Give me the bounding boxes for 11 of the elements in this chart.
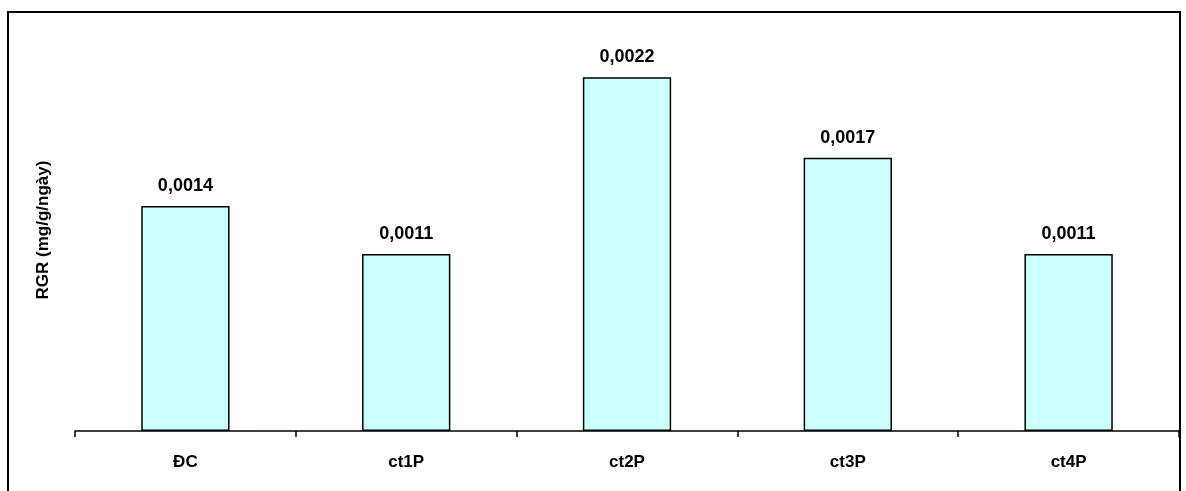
x-tick-label: ct4P (1050, 452, 1087, 471)
x-tick-label: ct2P (609, 452, 645, 471)
x-tick-label: ĐC (173, 452, 198, 471)
x-tick-label: ct3P (829, 452, 866, 471)
x-tick-label: ct1P (388, 452, 425, 471)
y-axis-title: RGR (mg/g/ngày) (33, 160, 52, 300)
data-label: 0,0011 (379, 223, 434, 244)
data-label: 0,0022 (599, 46, 655, 67)
data-label: 0,0017 (820, 126, 876, 147)
data-label: 0,0014 (157, 174, 213, 195)
data-label: 0,0011 (1041, 223, 1096, 244)
